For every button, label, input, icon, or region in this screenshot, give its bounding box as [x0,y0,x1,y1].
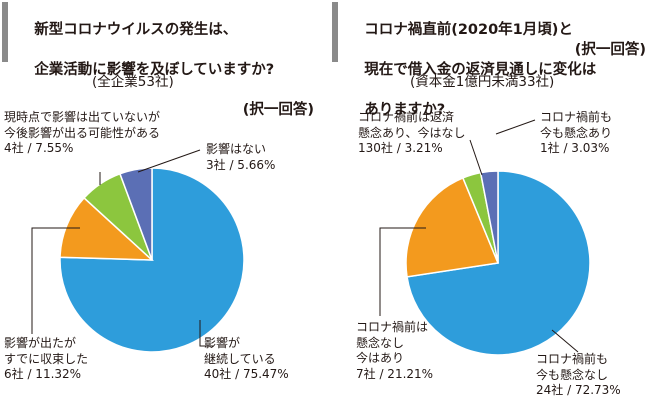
slice-orange [59,196,154,261]
slice-label-orange: 影響が出たが すでに収束した 6社 / 11.32% [4,336,88,383]
slice-label-line: 影響が出たが [4,336,77,350]
leader-line [31,227,80,334]
slice-label-line: すでに収束した [4,351,89,366]
slice-value: 6社 / 11.32% [4,367,82,381]
leader-line [199,320,214,347]
leader-line [495,119,536,135]
slice-label-line: 今も懸念なし [536,367,609,382]
slice-label-blue: コロナ禍前も 今も懸念なし 24社 / 72.73% [536,352,621,399]
title-accent-bar [332,2,338,62]
slice-value: 40社 / 75.47% [204,367,289,381]
title-line: 企業活動に影響を及ぼしていますか? [34,62,275,78]
pie-chart-left [31,149,245,353]
slice-label-line: 今はあり [356,351,405,365]
slice-purple [479,170,499,264]
slice-orange [405,176,500,278]
slice-label-purple: コロナ禍前も 今も懸念あり 1社 / 3.03% [540,110,612,157]
slice-label-line: コロナ禍前も [536,352,609,366]
slice-label-line: 懸念なし [356,335,405,350]
chart-panel-right: コロナ禍直前(2020年1月頃)と 現在で借入金の返済見通しに変化は ありますか… [330,0,650,410]
title-line: (択一回答) [242,102,314,118]
title-accent-bar [2,2,8,62]
title-line: 新型コロナウイルスの発生は、 [34,22,238,38]
slice-value: 130社 / 3.21% [358,141,443,155]
slice-value: 4社 / 7.55% [4,141,74,155]
chart-title: コロナ禍直前(2020年1月頃)と 現在で借入金の返済見通しに変化は ありますか… [344,0,648,140]
pie-chart-right [379,119,591,356]
title-line: コロナ禍直前(2020年1月頃)と [364,22,573,38]
slice-value: 1社 / 3.03% [540,141,610,155]
slice-label-line: 今後影響が出る可能性がある [4,125,161,140]
slice-label-line: コロナ禍前も [540,110,613,124]
leader-line [469,139,483,176]
title-line: (択一回答) [574,42,646,58]
slice-label-line: 継続している [204,351,276,366]
slice-label-line: 現時点で影響は出ていないが [4,110,161,124]
chart-subtitle: (全企業53社) [92,74,174,90]
leader-line [379,227,426,316]
leader-line [551,329,579,353]
slice-label-line: コロナ禍前は [356,320,429,334]
chart-panel-left: 新型コロナウイルスの発生は、 企業活動に影響を及ぼしていますか? (択一回答) … [0,0,320,410]
slice-label-line: コロナ禍前は返済 [358,110,455,124]
slice-label-line: 懸念あり、今はなし [358,125,466,140]
slice-label-green: コロナ禍前は返済 懸念あり、今はなし 130社 / 3.21% [358,110,466,157]
slice-value: 7社 / 21.21% [356,366,434,381]
slice-label-line: 影響はない [206,142,267,156]
slice-value: 24社 / 72.73% [536,383,621,397]
slice-label-orange: コロナ禍前は 懸念なし 今はあり 7社 / 21.21% [356,320,433,382]
slice-label-purple: 影響はない 3社 / 5.66% [206,142,275,173]
slice-purple [119,167,153,261]
slice-label-line: 今も懸念あり [540,125,613,140]
slice-value: 3社 / 5.66% [206,157,276,172]
leader-line [137,149,201,173]
title-line: 現在で借入金の返済見通しに変化は [364,62,597,78]
title-line: ありますか? [364,102,446,118]
chart-subtitle: (資本金1億円未満33社) [410,74,555,90]
slice-label-green: 現時点で影響は出ていないが 今後影響が出る可能性がある 4社 / 7.55% [4,110,160,157]
chart-title: 新型コロナウイルスの発生は、 企業活動に影響を及ぼしていますか? (択一回答) [14,0,314,160]
